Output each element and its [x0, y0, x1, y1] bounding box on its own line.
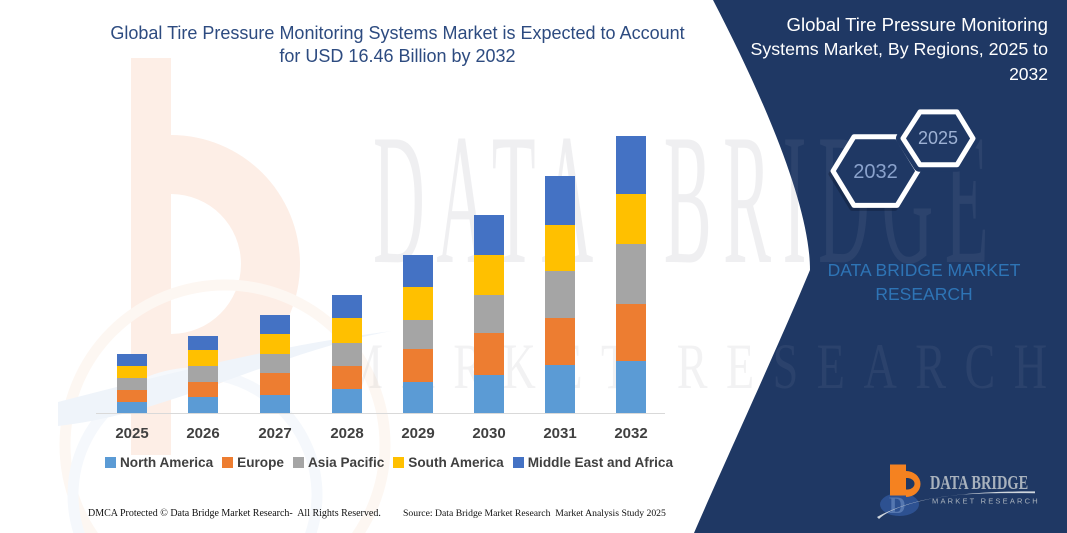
- svg-text:2032: 2032: [853, 161, 898, 183]
- svg-text:2025: 2025: [918, 128, 958, 148]
- svg-text:D: D: [889, 493, 906, 518]
- svg-text:MARKET RESEARCH: MARKET RESEARCH: [932, 497, 1040, 506]
- svg-text:DATA BRIDGE: DATA BRIDGE: [930, 471, 1028, 494]
